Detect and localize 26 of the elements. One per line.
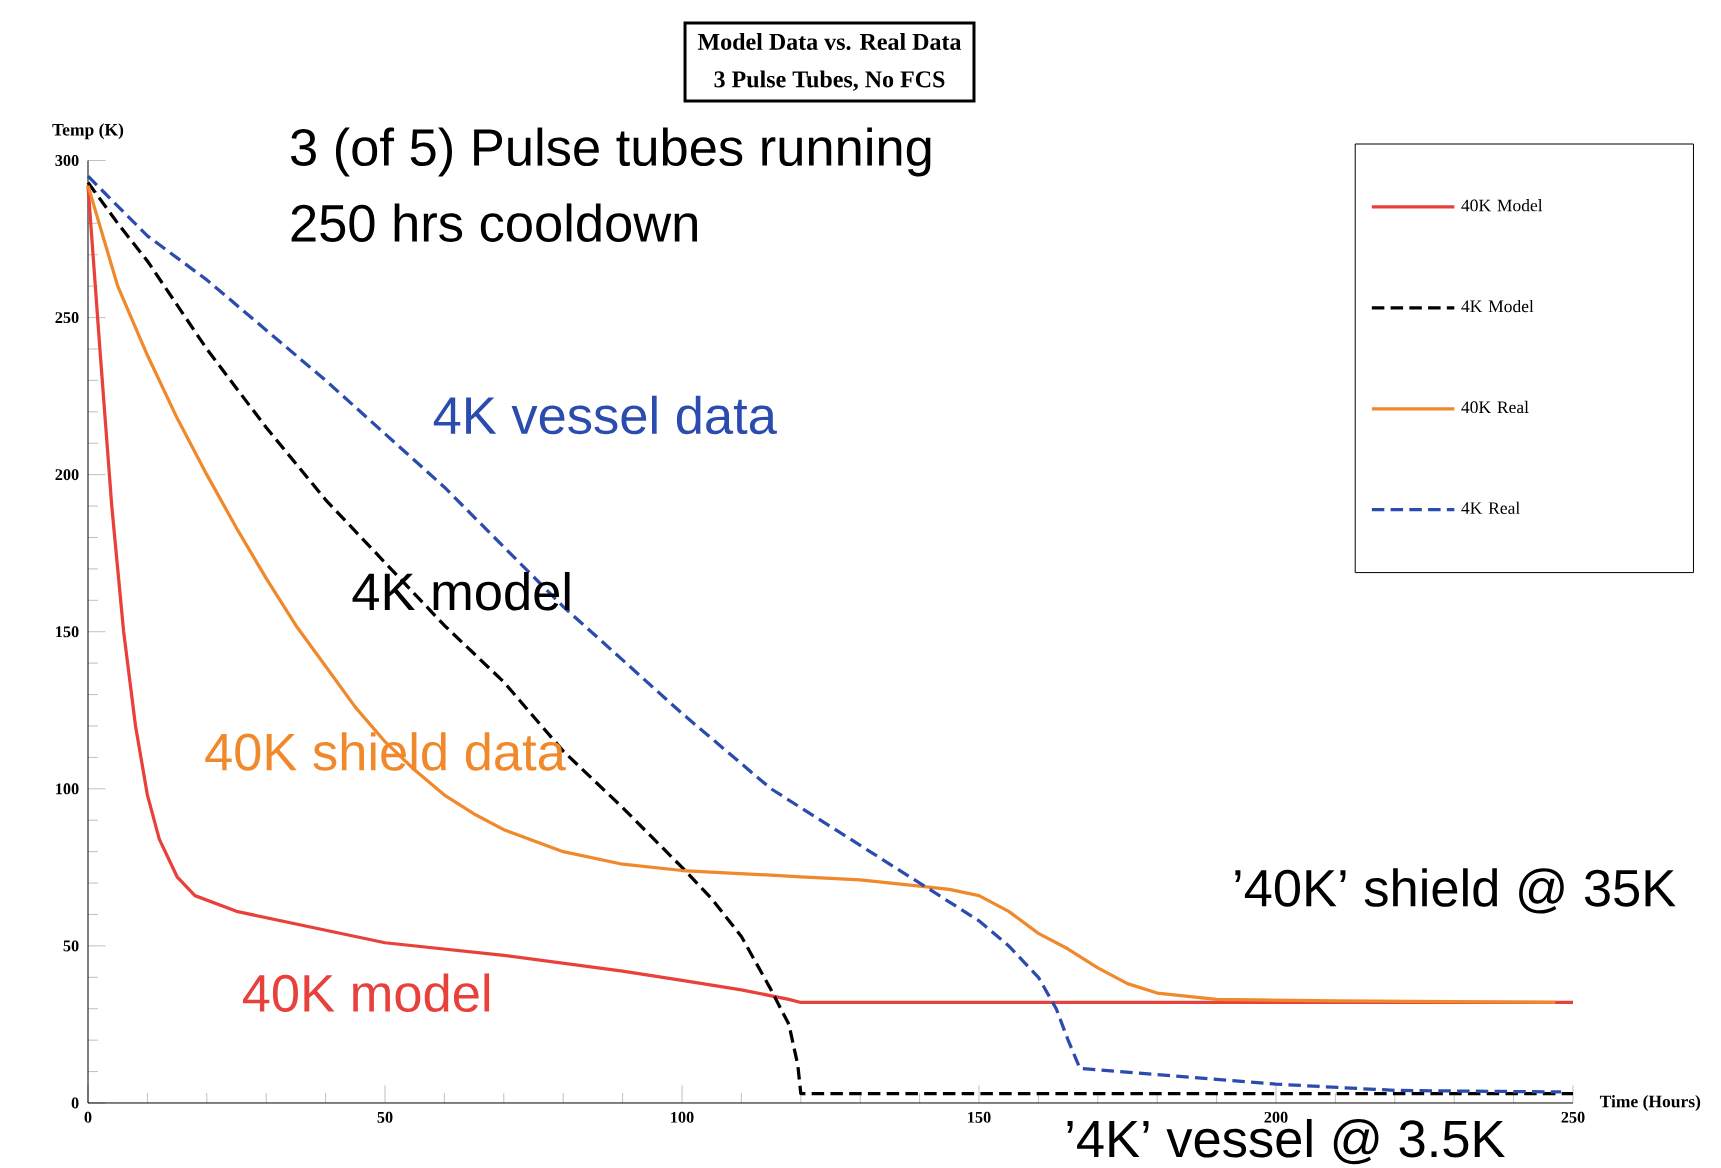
y-tick-label: 250 bbox=[55, 312, 79, 324]
x-tick-label: 250 bbox=[1561, 1111, 1585, 1123]
annotation: 4K vessel data bbox=[433, 395, 777, 435]
x-tick-label: 150 bbox=[968, 1111, 991, 1123]
y-tick-label: 300 bbox=[55, 155, 79, 166]
chart-subtitle: 3 Pulse Tubes, No FCS bbox=[714, 70, 945, 91]
x-tick-label: 100 bbox=[671, 1111, 694, 1123]
chart-title: Model Data vs. Real Data bbox=[697, 33, 962, 51]
legend-label: 4K Real bbox=[1461, 501, 1520, 514]
annotation: ’40K’ shield @ 35K bbox=[1235, 868, 1676, 914]
x-axis-title: Time (Hours) bbox=[1599, 1095, 1701, 1111]
x-tick-label: 50 bbox=[377, 1111, 393, 1123]
annotation: 40K model bbox=[242, 973, 490, 1012]
y-tick-label: 50 bbox=[63, 940, 79, 952]
y-tick-label: 0 bbox=[71, 1097, 79, 1109]
x-tick-label: 0 bbox=[84, 1111, 92, 1123]
y-tick-label: 200 bbox=[55, 469, 79, 481]
annotation: 250 hrs cooldown bbox=[291, 203, 697, 242]
y-axis-title: Temp (K) bbox=[52, 123, 124, 140]
legend-label: 40K Real bbox=[1461, 400, 1529, 414]
y-tick-label: 100 bbox=[56, 783, 79, 795]
y-tick-label: 150 bbox=[56, 626, 79, 638]
annotation: 4K model bbox=[352, 571, 570, 611]
legend-label: 4K Model bbox=[1461, 299, 1534, 313]
legend-label: 40K Model bbox=[1461, 199, 1543, 212]
annotation: 3 (of 5) Pulse tubes running bbox=[290, 127, 931, 177]
